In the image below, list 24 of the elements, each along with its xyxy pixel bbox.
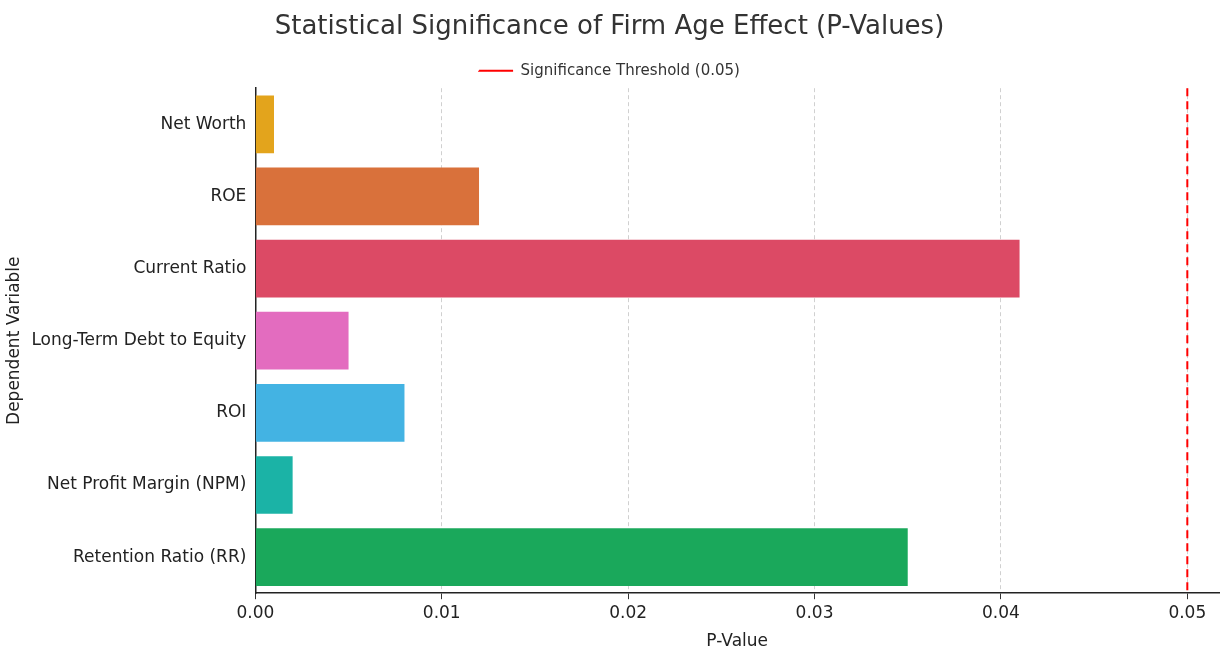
x-tick-label: 0.05 — [1168, 601, 1207, 622]
x-tick-label: 0.00 — [236, 601, 275, 622]
y-tick-label: Current Ratio — [133, 256, 247, 277]
bar — [255, 95, 274, 154]
x-tick-label: 0.03 — [795, 601, 834, 622]
y-tick-label: Long-Term Debt to Equity — [31, 329, 247, 350]
bar — [255, 528, 908, 586]
y-tick-label: ROE — [210, 184, 247, 205]
bar — [255, 456, 293, 514]
bar — [255, 167, 480, 226]
bar — [255, 383, 405, 442]
y-tick-label: Retention Ratio (RR) — [73, 545, 247, 566]
y-tick-label: Net Worth — [160, 112, 247, 133]
x-tick-label: 0.01 — [422, 601, 461, 622]
y-tick-label: Net Profit Margin (NPM) — [46, 473, 247, 494]
y-tick-label: ROI — [216, 401, 247, 422]
legend-label: Significance Threshold (0.05) — [520, 60, 740, 79]
x-axis-title: P-Value — [706, 630, 769, 651]
x-tick-label: 0.02 — [609, 601, 648, 622]
x-tick-label: 0.04 — [981, 601, 1020, 622]
bar — [255, 239, 1020, 298]
y-axis-title: Dependent Variable — [2, 256, 23, 425]
chart-title: Statistical Significance of Firm Age Effect (P-Values) — [274, 10, 945, 41]
bar — [255, 311, 349, 370]
